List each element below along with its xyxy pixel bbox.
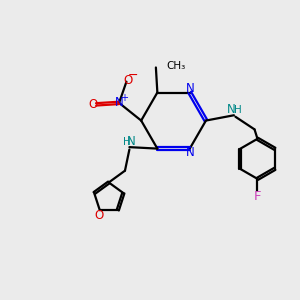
Text: H: H <box>234 105 241 115</box>
Text: F: F <box>254 190 261 203</box>
Text: N: N <box>186 146 195 159</box>
Text: H: H <box>123 137 130 147</box>
Text: N: N <box>186 82 195 95</box>
Text: N: N <box>227 103 236 116</box>
Text: O: O <box>88 98 97 111</box>
Text: O: O <box>123 74 133 87</box>
Text: +: + <box>120 93 128 103</box>
Text: N: N <box>128 135 136 148</box>
Text: N: N <box>115 96 124 110</box>
Text: CH₃: CH₃ <box>166 61 185 71</box>
Text: −: − <box>128 69 138 82</box>
Text: O: O <box>94 209 104 222</box>
